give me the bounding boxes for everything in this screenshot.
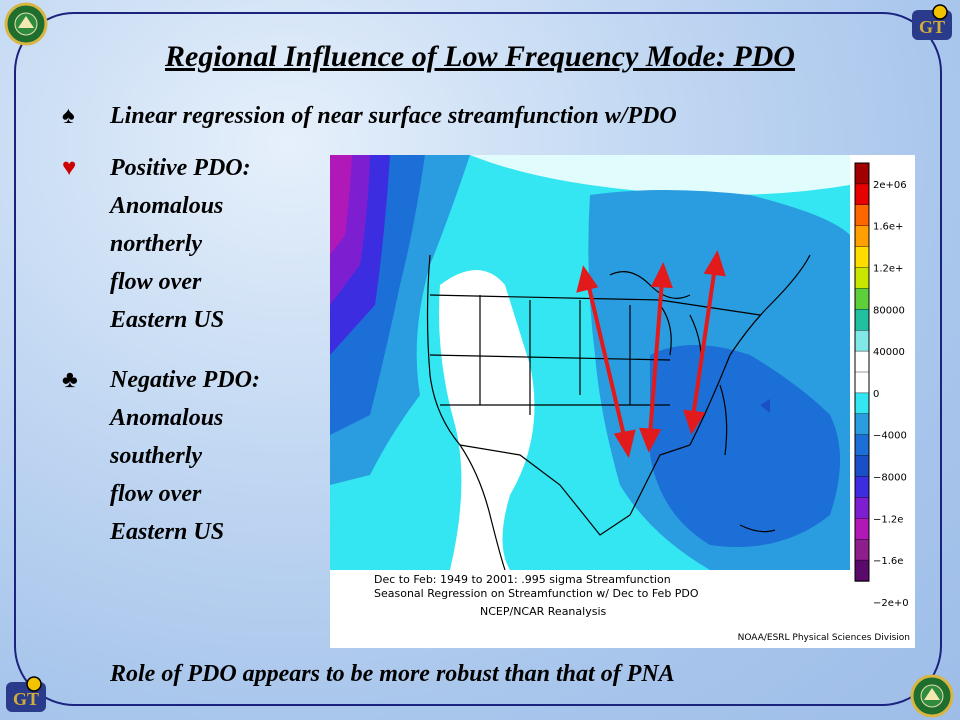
colorbar-swatch [854, 309, 870, 331]
georgia-tech-logo-icon: GT [910, 2, 954, 46]
colorbar-swatch [854, 476, 870, 499]
club-icon: ♣ [62, 367, 78, 393]
bullet-line: flow over [110, 481, 202, 507]
colorbar-swatch [854, 392, 870, 415]
colorbar-swatch [854, 497, 870, 519]
colorbar: 2e+06 1.6e+ 1.2e+ 80000 40000 0 −4000 −8000 −1.2… [854, 162, 909, 609]
colorbar-swatch [854, 518, 870, 540]
colorbar-swatch [854, 288, 870, 310]
colorbar-swatch [854, 267, 870, 290]
bullet-line: Positive PDO: [110, 155, 251, 181]
doe-seal-icon [910, 674, 954, 718]
colorbar-label: 2e+06 [873, 180, 907, 191]
bullet-regression: ♠ Linear regression of near surface stre… [0, 98, 960, 134]
bullet-line: southerly [110, 443, 203, 469]
caption-line-2: Seasonal Regression on Streamfunction w/… [374, 587, 699, 600]
heart-icon: ♥ [62, 155, 77, 181]
bullet-text: Linear regression of near surface stream… [110, 103, 677, 129]
figure-credit: NOAA/ESRL Physical Sciences Division [738, 633, 910, 643]
streamfunction-map: 2e+06 1.6e+ 1.2e+ 80000 40000 0 −4000 −8000 −1.2… [330, 155, 910, 643]
caption-line-1: Dec to Feb: 1949 to 2001: .995 sigma Str… [374, 573, 671, 586]
colorbar-label: −1.6e [873, 556, 903, 567]
colorbar-label: −4000 [873, 431, 907, 442]
arrow-head-icon [683, 409, 706, 435]
colorbar-swatch [854, 183, 870, 206]
bullet-line: northerly [110, 231, 203, 257]
bullet-line: Eastern US [110, 519, 225, 545]
colorbar-swatch [854, 539, 870, 561]
colorbar-swatch [854, 559, 870, 582]
slide-frame [14, 12, 942, 706]
arrow-head-icon [650, 261, 673, 289]
bullet-line: Eastern US [110, 307, 225, 333]
bullet-line: Anomalous [110, 193, 224, 219]
colorbar-label: 1.6e+ [873, 222, 903, 233]
colorbar-frame [854, 162, 870, 582]
slide-title: Regional Influence of Low Frequency Mode… [165, 40, 795, 73]
arrow-head-icon [613, 429, 636, 459]
bullet-positive-pdo: ♥ Positive PDO: Anomalous northerly flow… [0, 150, 330, 340]
bullet-line: Anomalous [110, 405, 224, 431]
doe-seal-icon [4, 2, 48, 46]
colorbar-swatch [854, 371, 870, 394]
svg-text:GT: GT [13, 689, 39, 709]
slide-footer: Role of PDO appears to be more robust th… [110, 661, 675, 687]
flow-arrows [576, 250, 726, 459]
colorbar-swatch [854, 413, 870, 436]
bullet-line: Negative PDO: [110, 367, 260, 393]
colorbar-swatch [854, 225, 870, 248]
colorbar-swatch [854, 204, 870, 227]
colorbar-swatch [854, 434, 870, 457]
colorbar-label: −2e+0 [873, 598, 909, 609]
arrow-head-icon [639, 427, 662, 453]
arrow-head-icon [703, 250, 726, 277]
caption-line-3: NCEP/NCAR Reanalysis [480, 605, 606, 618]
georgia-tech-logo-icon: GT [4, 674, 48, 718]
colorbar-label: 1.2e+ [873, 264, 903, 275]
colorbar-swatch [854, 329, 870, 352]
bullet-negative-pdo: ♣ Negative PDO: Anomalous southerly flow… [0, 362, 330, 552]
colorbar-swatch [854, 162, 870, 185]
map-contours [330, 155, 850, 570]
colorbar-swatch [854, 246, 870, 269]
regression-map-figure: 2e+06 1.6e+ 1.2e+ 80000 40000 0 −4000 −8000 −1.2… [330, 155, 915, 648]
spade-icon: ♠ [62, 103, 75, 129]
colorbar-label: 0 [873, 389, 879, 400]
colorbar-label: −1.2e [873, 514, 903, 525]
colorbar-swatch [854, 350, 870, 373]
bullet-line: flow over [110, 269, 202, 295]
svg-text:GT: GT [919, 17, 945, 37]
colorbar-label: 80000 [873, 305, 905, 316]
colorbar-label: 40000 [873, 347, 905, 358]
arrow-head-icon [576, 265, 599, 293]
colorbar-swatch [854, 455, 870, 478]
colorbar-label: −8000 [873, 473, 907, 484]
